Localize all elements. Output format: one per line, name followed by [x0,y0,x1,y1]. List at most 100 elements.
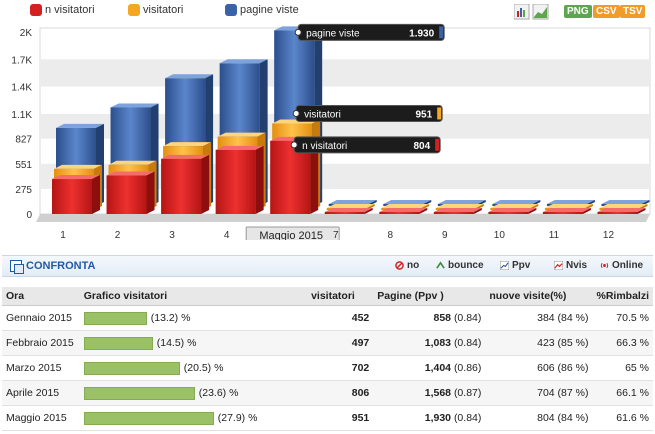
table-row[interactable]: Gennaio 2015 (13.2) % 452 858 (0.84) 384 (84… [2,305,653,331]
bar-chart-icon[interactable] [514,4,530,20]
cell-new-visits: 423 (85 %) [485,330,593,356]
compare-nvis-button[interactable]: Nvis [554,260,587,271]
legend-item-visitatori[interactable]: visitatori [128,3,183,17]
pages-value: 858 [433,312,452,324]
bar-n-visitatori-7[interactable] [379,208,428,214]
export-png-button[interactable]: PNG [564,5,592,18]
table-row[interactable]: Aprile 2015 (23.6) % 806 1,568 (0.87) 704 (8… [2,380,653,406]
area-chart-icon[interactable] [532,4,549,20]
cell-new-visits: 606 (86 %) [485,355,593,381]
legend-item-pagine-viste[interactable]: pagine viste [225,3,299,17]
bar-n-visitatori-8[interactable] [433,208,482,214]
y-tick-label: 827 [15,135,32,146]
compare-bounce-label: bounce [448,260,484,271]
cell-pages: 1,568 (0.87) [373,380,486,406]
cell-visitor-graph: (13.2) % [79,305,308,331]
online-signal-icon [600,262,609,269]
y-tick-label: 275 [15,185,32,196]
compare-title[interactable]: CONFRONTA [26,260,96,272]
tooltip-value: 951 [415,109,432,120]
ppv-value: (0.87) [453,387,482,399]
export-csv-button[interactable]: CSV [593,5,620,18]
cell-visitors: 452 [307,305,374,331]
cell-visitor-graph: (23.6) % [79,380,308,406]
bar-n-visitatori-9[interactable] [488,208,537,214]
header-ora[interactable]: Ora [2,287,80,306]
bar-top-face [546,200,595,204]
y-tick-label: 1.1K [11,110,32,121]
table-row[interactable]: Febbraio 2015 (14.5) % 497 1,083 (0.84) 423 … [2,330,653,356]
header-pagine[interactable]: Pagine (Ppv ) [373,287,486,306]
export-tsv-button[interactable]: TSV [620,5,646,18]
bar-front-face [106,175,147,214]
cell-period: Maggio 2015 [2,405,80,431]
tooltip-color-marker [439,26,444,39]
bar-top-face [217,132,266,137]
nvis-chart-icon [554,261,563,270]
cell-pages: 1,404 (0.86) [373,355,486,381]
ppv-value: (0.86) [453,362,482,374]
bar-front-face [324,212,365,214]
cell-new-visits: 804 (84 %) [485,405,593,431]
bar-side-face [419,208,428,214]
bar-side-face [473,208,482,214]
pages-value: 1,568 [424,387,452,399]
bar-top-face [381,204,430,208]
bar-n-visitatori-11[interactable] [597,208,646,214]
bar-front-face [542,212,583,214]
compare-no-label: no [407,260,420,271]
x-tick-label: 8 [387,230,393,240]
visitor-share-bar [83,336,153,350]
bar-n-visitatori-3[interactable] [161,154,210,214]
bar-top-face [435,204,484,208]
bar-n-visitatori-10[interactable] [542,208,591,214]
bar-top-face [161,154,210,159]
bar-top-face [433,208,482,212]
bar-n-visitatori-6[interactable] [324,208,373,214]
cell-period: Aprile 2015 [2,380,80,406]
tooltip-value: 1.930 [409,28,434,39]
bar-top-face [215,145,264,150]
header-visitatori[interactable]: visitatori [307,287,374,306]
bar-n-visitatori-2[interactable] [106,171,155,214]
bar-top-face [379,208,428,212]
header-rimbalzi[interactable]: %Rimbalzi [592,287,653,306]
chart-legend: n visitatori visitatori pagine viste PNG… [0,0,655,24]
x-tick-label: Maggio 2015 [259,230,323,240]
bar-top-face [383,200,432,204]
bar-n-visitatori-4[interactable] [215,145,264,214]
cell-period: Gennaio 2015 [2,305,80,331]
tooltip-point [292,109,300,117]
cell-bounce: 66.1 % [592,380,653,406]
bar-side-face [92,175,100,214]
compare-bounce-button[interactable]: bounce [436,260,484,271]
header-grafico-visitatori[interactable]: Grafico visitatori [79,287,308,306]
table-row[interactable]: Maggio 2015 (27.9) % 951 1,930 (0.84) 804 (8… [2,405,653,431]
bar-front-face [433,212,474,214]
bar-n-visitatori-1[interactable] [52,175,100,214]
cell-visitors: 497 [307,330,374,356]
compare-ppv-button[interactable]: Ppv [500,260,530,271]
bar-front-face [161,158,202,214]
legend-label: pagine viste [240,4,299,16]
tooltip-n-visitatori: n visitatori 804 [290,136,441,154]
bar-front-face [488,212,529,214]
x-tick-selected[interactable]: Maggio 2015 [245,226,340,240]
cell-visitor-graph: (14.5) % [79,330,308,356]
compare-online-button[interactable]: Online [600,260,643,271]
bar-top-face [542,208,591,212]
table-row[interactable]: Marzo 2015 (20.5) % 702 1,404 (0.86) 606 (86… [2,355,653,381]
table-body: Gennaio 2015 (13.2) % 452 858 (0.84) 384 (84… [2,305,653,431]
bar-side-face [310,136,319,214]
legend-swatch [225,4,237,16]
bar-front-face [597,212,638,214]
compare-no-button[interactable]: no [395,260,419,271]
x-tick-label: 3 [169,230,175,240]
bar-top-face [326,204,375,208]
legend-item-n-visitatori[interactable]: n visitatori [30,3,95,17]
header-nuove-visite[interactable]: nuove visite(%) [485,287,593,306]
visitor-share-label: (20.5) % [183,361,224,374]
bar-top-face [52,175,100,180]
bar-front-face [215,149,256,214]
